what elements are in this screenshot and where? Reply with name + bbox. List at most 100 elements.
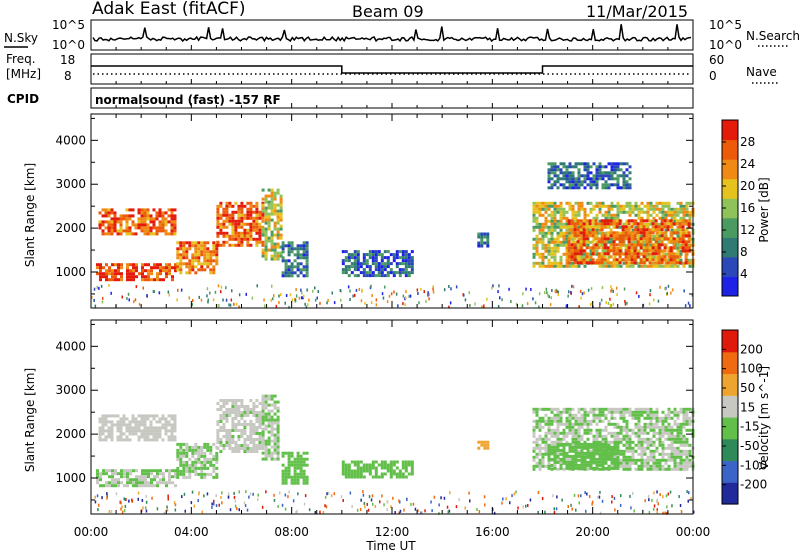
velocity-cell	[111, 481, 114, 485]
power-cell	[652, 204, 656, 208]
power-cell	[273, 251, 277, 255]
power-cell	[595, 174, 599, 178]
velocity-cell	[553, 407, 557, 411]
power-speckle-cell	[340, 289, 342, 293]
power-cell	[270, 203, 274, 207]
power-cell	[589, 240, 593, 244]
velocity-cell	[673, 455, 677, 459]
power-cell	[153, 263, 156, 267]
power-cell	[197, 259, 201, 263]
power-speckle-cell	[572, 285, 575, 289]
velocity-cell	[637, 416, 641, 420]
power-cell	[541, 213, 545, 217]
power-cell	[170, 214, 174, 218]
velocity-cell	[634, 413, 638, 417]
velocity-cell	[341, 472, 345, 476]
power-cell	[601, 201, 605, 205]
velocity-cell	[619, 428, 623, 432]
power-cell	[143, 226, 147, 230]
velocity-speckle-cell	[94, 500, 97, 504]
velocity-cell	[604, 413, 608, 417]
velocity-cell	[637, 437, 641, 441]
velocity-cell	[535, 464, 539, 468]
power-cell	[222, 219, 226, 223]
power-cell	[398, 274, 402, 278]
velocity-cell	[607, 457, 611, 461]
velocity-cell	[116, 423, 120, 427]
power-cell	[179, 268, 183, 272]
power-cell	[625, 210, 629, 214]
power-cell	[132, 266, 135, 270]
power-cell	[264, 200, 268, 204]
power-cell	[616, 201, 620, 205]
velocity-cell	[553, 434, 557, 438]
velocity-cell	[598, 460, 602, 464]
power-cell	[595, 213, 599, 217]
power-cell	[610, 171, 614, 175]
power-cell	[627, 240, 631, 244]
power-cell	[648, 228, 652, 232]
velocity-cell	[604, 466, 608, 470]
velocity-cell	[261, 427, 265, 431]
velocity-cell	[673, 413, 677, 417]
power-cell	[682, 261, 686, 265]
power-cell	[646, 264, 650, 268]
power-cell	[667, 204, 671, 208]
power-cell	[676, 246, 680, 250]
power-cell	[404, 259, 408, 263]
power-cell	[577, 168, 581, 172]
velocity-cell	[179, 448, 183, 452]
power-cell	[389, 253, 393, 257]
power-cell	[663, 249, 667, 253]
velocity-cell	[176, 448, 180, 452]
power-cell	[571, 261, 575, 265]
power-cell	[279, 209, 283, 213]
velocity-cell	[197, 448, 201, 452]
power-cell	[129, 269, 132, 273]
velocity-cell	[586, 437, 590, 441]
power-cell	[171, 266, 174, 270]
velocity-cell	[604, 460, 608, 464]
velocity-cell	[135, 484, 138, 488]
velocity-cell	[362, 466, 366, 470]
velocity-cell	[598, 428, 602, 432]
power-cell	[685, 228, 689, 232]
velocity-speckle-cell	[191, 490, 194, 494]
power-cell	[565, 186, 569, 190]
power-cell	[613, 162, 617, 166]
power-cell	[649, 207, 653, 211]
velocity-cell	[120, 469, 123, 473]
power-cell	[483, 232, 487, 236]
power-speckle-cell	[599, 302, 601, 306]
power-cell	[610, 177, 614, 181]
velocity-cell	[616, 457, 620, 461]
power-cell	[646, 255, 650, 259]
velocity-cell	[658, 461, 662, 465]
power-cell	[606, 261, 610, 265]
velocity-speckle-cell	[394, 511, 396, 514]
power-cell	[541, 234, 545, 238]
velocity-cell	[131, 417, 135, 421]
power-cell	[541, 255, 545, 259]
power-speckle-cell	[206, 287, 209, 291]
power-speckle-cell	[534, 301, 537, 305]
velocity-speckle-cell	[326, 492, 328, 496]
power-cell	[600, 258, 604, 262]
power-cell	[571, 171, 575, 175]
power-cell	[583, 186, 587, 190]
power-cell	[356, 253, 360, 257]
velocity-cell	[143, 435, 147, 439]
power-speckle-cell	[93, 287, 96, 291]
velocity-cell	[404, 463, 408, 467]
power-cell	[664, 228, 668, 232]
velocity-cell	[649, 407, 653, 411]
power-cell	[675, 231, 679, 235]
power-cell	[368, 271, 372, 275]
velocity-cell	[144, 478, 147, 482]
power-cell	[639, 222, 643, 226]
velocity-cell	[643, 410, 647, 414]
velocity-cell	[255, 447, 259, 450]
power-speckle-cell	[245, 292, 247, 296]
power-cell	[144, 278, 147, 282]
power-cell	[565, 234, 569, 238]
